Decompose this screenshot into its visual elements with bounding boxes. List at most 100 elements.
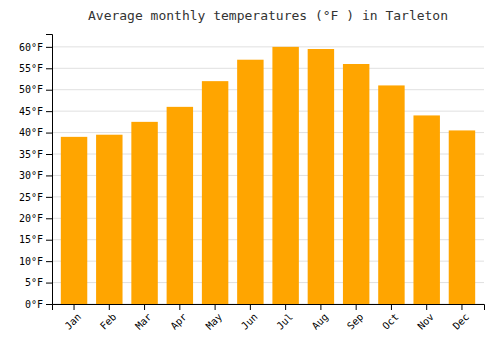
x-tick-label: Oct — [380, 311, 401, 332]
y-tick-label: 55°F — [19, 63, 43, 74]
bar — [131, 122, 157, 304]
y-tick-label: 0°F — [25, 299, 43, 310]
y-tick-label: 30°F — [19, 170, 43, 181]
x-tick-mark — [461, 304, 462, 310]
x-axis: Jan Feb Mar Apr May Jun Jul Aug Sep Oct Nov Dec — [53, 304, 485, 332]
y-tick-mark — [46, 111, 52, 112]
x-tick-label: Jul — [274, 311, 295, 332]
y-tick: 10°F — [19, 256, 52, 267]
y-axis-line — [46, 35, 53, 305]
x-tick-mark — [356, 304, 357, 310]
grid-line — [52, 68, 484, 69]
y-tick-mark — [46, 218, 52, 219]
y-tick-mark — [46, 197, 52, 198]
x-tick-mark — [285, 304, 286, 310]
bars — [61, 47, 475, 304]
y-tick-mark — [46, 283, 52, 284]
x-tick: Nov — [415, 304, 436, 332]
x-tick: Sep — [345, 304, 366, 332]
y-tick-mark — [46, 261, 52, 262]
y-tick-label: 35°F — [19, 149, 43, 160]
x-tick-mark — [320, 304, 321, 310]
x-tick: Feb — [98, 304, 119, 332]
y-tick-label: 45°F — [19, 106, 43, 117]
y-tick: 5°F — [25, 277, 52, 288]
y-tick-mark — [46, 154, 52, 155]
x-tick: Apr — [168, 304, 189, 332]
y-tick-mark — [46, 175, 52, 176]
bar — [61, 137, 87, 304]
x-tick-mark — [250, 304, 251, 310]
x-tick: Jan — [63, 304, 84, 332]
y-tick-mark — [46, 240, 52, 241]
y-tick: 20°F — [19, 213, 52, 224]
bar — [308, 49, 334, 304]
y-tick-label: 50°F — [19, 84, 43, 95]
y-tick: 15°F — [19, 234, 52, 245]
grid-line — [52, 89, 484, 90]
bar — [96, 135, 122, 304]
y-tick-mark — [46, 133, 52, 134]
x-tick-label: Mar — [133, 311, 154, 332]
y-tick: 60°F — [19, 42, 52, 53]
x-tick-label: May — [204, 311, 225, 332]
y-tick-mark — [46, 68, 52, 69]
x-tick-mark — [144, 304, 145, 310]
x-tick: Mar — [133, 304, 154, 332]
x-tick-mark — [179, 304, 180, 310]
x-axis-line — [53, 305, 485, 311]
grid-line — [52, 111, 484, 112]
bar — [167, 107, 193, 304]
x-tick: May — [204, 304, 225, 332]
grid — [52, 47, 484, 304]
x-tick-mark — [426, 304, 427, 310]
y-tick-label: 15°F — [19, 234, 43, 245]
y-tick-label: 40°F — [19, 127, 43, 138]
plot: 0°F 5°F 10°F 15°F 20°F 25°F 30°F 35°F 40°F 45°F 50… — [19, 35, 485, 332]
bar — [449, 130, 475, 304]
y-axis: 0°F 5°F 10°F 15°F 20°F 25°F 30°F 35°F 40°F 45°F 50… — [19, 35, 53, 310]
y-tick: 35°F — [19, 149, 52, 160]
y-tick: 30°F — [19, 170, 52, 181]
y-tick: 45°F — [19, 106, 52, 117]
y-tick-label: 20°F — [19, 213, 43, 224]
bar — [378, 85, 404, 304]
y-tick: 50°F — [19, 84, 52, 95]
y-tick-label: 60°F — [19, 42, 43, 53]
y-tick-mark — [46, 47, 52, 48]
x-tick-label: Sep — [345, 311, 366, 332]
bar — [237, 60, 263, 304]
x-tick: Oct — [380, 304, 401, 332]
x-tick: Dec — [451, 304, 472, 332]
x-tick-label: Jun — [239, 311, 260, 332]
y-tick: 55°F — [19, 63, 52, 74]
x-tick: Jun — [239, 304, 260, 332]
x-tick-mark — [391, 304, 392, 310]
y-tick: 0°F — [25, 299, 52, 310]
x-tick-label: Jan — [63, 311, 84, 332]
title: Average monthly temperatures (°F ) in Ta… — [88, 8, 448, 23]
chart: 0°F 5°F 10°F 15°F 20°F 25°F 30°F 35°F 40°F 45°F 50… — [0, 0, 500, 350]
y-tick: 40°F — [19, 127, 52, 138]
x-tick-label: Feb — [98, 311, 119, 332]
x-tick-label: Nov — [415, 311, 436, 332]
x-tick: Aug — [310, 304, 331, 332]
y-tick-mark — [46, 304, 52, 305]
x-tick-label: Aug — [310, 311, 331, 332]
x-tick-mark — [215, 304, 216, 310]
x-tick: Jul — [274, 304, 295, 332]
y-tick-mark — [46, 90, 52, 91]
x-tick-mark — [109, 304, 110, 310]
y-tick-label: 5°F — [25, 277, 43, 288]
x-tick-label: Apr — [168, 311, 189, 332]
bar — [202, 81, 228, 304]
y-tick: 25°F — [19, 192, 52, 203]
y-tick-label: 10°F — [19, 256, 43, 267]
bar — [272, 47, 298, 304]
bar — [343, 64, 369, 304]
bar — [413, 115, 439, 304]
x-tick-mark — [74, 304, 75, 310]
grid-line — [52, 46, 484, 47]
x-tick-label: Dec — [451, 311, 472, 332]
y-tick-label: 25°F — [19, 192, 43, 203]
